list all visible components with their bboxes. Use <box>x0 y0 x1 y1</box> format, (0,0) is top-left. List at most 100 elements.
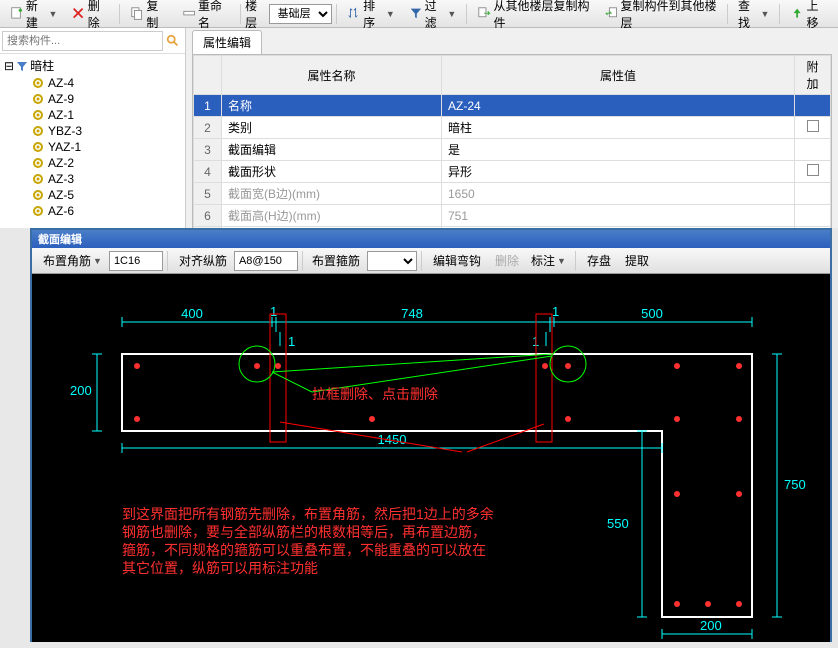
editor-toolbar: 布置角筋▼ 对齐纵筋 布置箍筋 编辑弯钩 删除 标注▼ 存盘 提取 <box>32 248 830 274</box>
rename-icon <box>182 6 196 22</box>
dim-748: 748 <box>401 306 423 321</box>
place-corner-button[interactable]: 布置角筋▼ <box>36 249 107 272</box>
delete-annotation: 拉框删除、点击删除 <box>312 386 438 402</box>
prop-name: 名称 <box>222 95 442 117</box>
property-table: 属性名称 属性值 附加 1名称AZ-242类别暗柱3截面编辑是4截面形状异形5截… <box>192 54 832 250</box>
search-icon[interactable] <box>163 31 183 51</box>
tree-root-label: 暗柱 <box>30 57 54 74</box>
col-name: 属性名称 <box>222 56 442 95</box>
gear-icon <box>32 93 44 105</box>
prop-name: 截面高(H边)(mm) <box>222 205 442 227</box>
prop-value[interactable]: 异形 <box>442 161 795 183</box>
property-row[interactable]: 3截面编辑是 <box>194 139 831 161</box>
annotate-button[interactable]: 标注▼ <box>526 249 571 272</box>
sort-icon <box>347 6 361 22</box>
stirrup-input[interactable] <box>234 251 298 271</box>
row-idx: 6 <box>194 205 222 227</box>
filter-icon <box>16 60 28 72</box>
tree-item[interactable]: AZ-5 <box>2 187 183 203</box>
instruction-line-3: 其它位置，纵筋可以用标注功能 <box>122 560 318 576</box>
row-idx: 5 <box>194 183 222 205</box>
tree-item[interactable]: AZ-3 <box>2 171 183 187</box>
section-canvas[interactable]: 400 748 500 1 1 1 1 200 1450 750 550 200 <box>32 274 830 642</box>
stirrup-select[interactable] <box>367 251 417 271</box>
component-tree: ⊟ 暗柱 AZ-4AZ-9 AZ-1 YBZ-3 YAZ-1AZ-2AZ-3 AZ-5 A… <box>0 54 185 224</box>
row-idx: 4 <box>194 161 222 183</box>
tree-item[interactable]: YAZ-1 <box>2 139 183 155</box>
gear-icon <box>32 109 44 121</box>
dim-1450: 1450 <box>378 432 407 447</box>
tree-item[interactable]: AZ-2 <box>2 155 183 171</box>
gear-icon <box>32 189 44 201</box>
copy-from-icon <box>477 6 491 22</box>
gear-icon <box>32 173 44 185</box>
dim-1a: 1 <box>270 304 277 319</box>
collapse-icon[interactable]: ⊟ <box>4 59 14 73</box>
property-row[interactable]: 4截面形状异形 <box>194 161 831 183</box>
dim-750: 750 <box>784 477 806 492</box>
align-button[interactable]: 对齐纵筋 <box>172 249 232 272</box>
prop-value[interactable]: AZ-24 <box>442 95 795 117</box>
extract-button[interactable]: 提取 <box>618 249 654 272</box>
instruction-line-2: 箍筋，不同规格的箍筋可以重叠布置，不能重叠的可以放在 <box>122 542 486 558</box>
new-icon <box>10 6 24 22</box>
dim-400: 400 <box>181 306 203 321</box>
prop-extra[interactable] <box>795 139 831 161</box>
search-input[interactable] <box>2 31 163 51</box>
tab-property-edit[interactable]: 属性编辑 <box>192 30 262 54</box>
floor-select[interactable]: 基础层 <box>269 4 333 24</box>
tree-item[interactable]: AZ-9 <box>2 91 183 107</box>
main-toolbar: 新建▼ 删除 复制 重命名 楼层 基础层 排序▼ 过滤▼ 从其他楼层复制构件 复… <box>0 0 838 28</box>
tree-root[interactable]: ⊟ 暗柱 <box>2 56 183 75</box>
tree-item-label: AZ-5 <box>48 188 74 202</box>
gear-icon <box>32 125 44 137</box>
property-row[interactable]: 1名称AZ-24 <box>194 95 831 117</box>
prop-value[interactable]: 751 <box>442 205 795 227</box>
checkbox[interactable] <box>807 164 819 176</box>
dim-200b: 200 <box>700 618 722 633</box>
place-stirrup-button[interactable]: 布置箍筋 <box>307 249 365 272</box>
property-panel: 属性编辑 属性名称 属性值 附加 1名称AZ-242类别暗柱3截面编辑是4截面形… <box>186 28 838 228</box>
dim-1c: 1 <box>552 304 559 319</box>
tree-item-label: YAZ-1 <box>48 140 81 154</box>
property-row[interactable]: 5截面宽(B边)(mm)1650 <box>194 183 831 205</box>
tree-item-label: YBZ-3 <box>48 124 82 138</box>
edit-hook-button[interactable]: 编辑弯钩 <box>426 249 486 272</box>
editor-delete-button[interactable]: 删除 <box>488 249 524 272</box>
prop-extra[interactable] <box>795 161 831 183</box>
prop-name: 截面形状 <box>222 161 442 183</box>
dim-500: 500 <box>641 306 663 321</box>
row-idx: 3 <box>194 139 222 161</box>
tree-item[interactable]: AZ-6 <box>2 203 183 219</box>
prop-name: 类别 <box>222 117 442 139</box>
corner-rebar-input[interactable] <box>109 251 163 271</box>
gear-icon <box>32 157 44 169</box>
prop-extra[interactable] <box>795 117 831 139</box>
checkbox[interactable] <box>807 120 819 132</box>
property-row[interactable]: 6截面高(H边)(mm)751 <box>194 205 831 227</box>
instruction-line-1: 钢筋也删除，要与全部纵筋栏的根数相等后，再布置边筋， <box>122 524 486 540</box>
prop-extra[interactable] <box>795 183 831 205</box>
save-button[interactable]: 存盘 <box>580 249 616 272</box>
tree-item[interactable]: YBZ-3 <box>2 123 183 139</box>
tree-item-label: AZ-6 <box>48 204 74 218</box>
prop-value[interactable]: 是 <box>442 139 795 161</box>
dim-1b: 1 <box>288 334 295 349</box>
tree-item-label: AZ-9 <box>48 92 74 106</box>
gear-icon <box>32 77 44 89</box>
prop-extra[interactable] <box>795 205 831 227</box>
property-row[interactable]: 2类别暗柱 <box>194 117 831 139</box>
copy-to-icon <box>604 6 618 22</box>
tree-item-label: AZ-1 <box>48 108 74 122</box>
tree-item-label: AZ-3 <box>48 172 74 186</box>
section-editor: 截面编辑 布置角筋▼ 对齐纵筋 布置箍筋 编辑弯钩 删除 标注▼ 存盘 提取 <box>30 228 832 642</box>
prop-extra[interactable] <box>795 95 831 117</box>
tree-item[interactable]: AZ-4 <box>2 75 183 91</box>
prop-name: 截面编辑 <box>222 139 442 161</box>
prop-value[interactable]: 1650 <box>442 183 795 205</box>
idx-header <box>194 56 222 95</box>
row-idx: 1 <box>194 95 222 117</box>
dim-200a: 200 <box>70 383 92 398</box>
tree-item[interactable]: AZ-1 <box>2 107 183 123</box>
prop-value[interactable]: 暗柱 <box>442 117 795 139</box>
